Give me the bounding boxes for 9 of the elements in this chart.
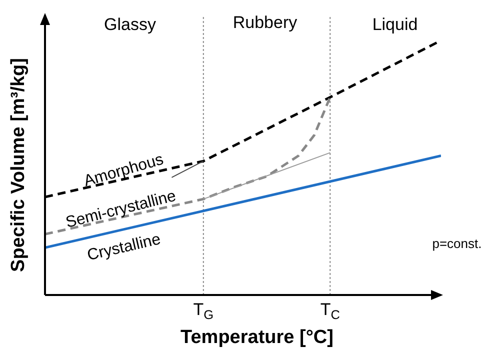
annotation: p=const. — [432, 236, 482, 251]
x-tick-label: T$_{G}$ — [193, 300, 214, 322]
x-axis-title: Temperature [°C] — [180, 327, 334, 348]
text: Liquid — [372, 15, 418, 34]
text: Rubbery — [232, 13, 298, 32]
text: Glassy — [104, 15, 156, 34]
x-tick-label: T$_{C}$ — [320, 300, 340, 322]
text: Crystalline — [86, 230, 162, 264]
y-axis-title: Specific Volume [m³/kg] — [8, 58, 29, 272]
